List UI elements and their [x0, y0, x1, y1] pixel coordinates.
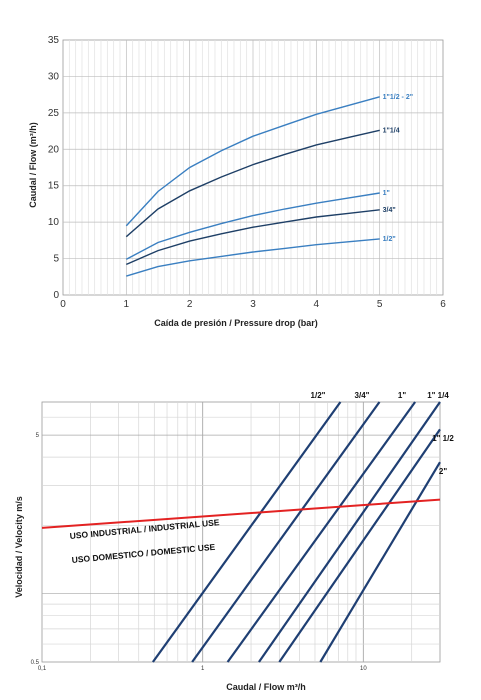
chart2-x-tick-label: 10	[360, 666, 367, 672]
chart1-series-label: 1"1/4	[383, 127, 400, 134]
velocity-flow-chart: 0,1 1 100.55 1/2" 3/4" 1" 1" 1/41" 1/22" USO …	[14, 391, 455, 692]
chart1-y-tick-label: 15	[48, 181, 60, 192]
chart1-series-line	[125, 96, 380, 227]
chart1-y-tick-label: 5	[53, 254, 59, 265]
pressure-drop-chart: 0 1 2 3 4 5 6 0 5 10 15 20 25 30 35 1"1/2 - 2" 1"1/4 1" 3…	[28, 35, 446, 328]
chart1-x-tick-label: 4	[314, 299, 320, 310]
chart2-pipe-size-label: 3/4"	[355, 391, 370, 400]
chart1-series-line	[126, 238, 380, 277]
chart1-series-line	[125, 192, 380, 260]
chart1-x-tick-label: 1	[124, 299, 130, 310]
chart2-pipe-line	[258, 401, 441, 663]
chart1-x-tick-label: 0	[60, 299, 66, 310]
chart1-y-axis-title: Caudal / Flow (m³/h)	[28, 122, 38, 208]
chart1-x-tick-label: 6	[440, 299, 446, 310]
chart1-ticks: 0 1 2 3 4 5 6 0 5 10 15 20 25 30 35	[48, 35, 446, 310]
usage-boundary-line	[41, 498, 441, 529]
chart1-series-label: 1"1/2 - 2"	[383, 94, 413, 101]
chart1-grid	[62, 39, 444, 296]
chart1-y-tick-label: 10	[48, 217, 60, 228]
chart2-y-tick-label: 5	[36, 433, 40, 439]
chart2-pipe-size-label: 2"	[439, 467, 447, 476]
chart2-pipe-line	[191, 401, 381, 663]
chart1-y-tick-label: 35	[48, 35, 60, 46]
chart1-x-tick-label: 2	[187, 299, 193, 310]
chart2-y-tick-label: 0.5	[31, 660, 40, 666]
chart2-pipe-line	[319, 461, 441, 663]
chart1-series-label: 1/2"	[383, 236, 396, 243]
chart2-pipe-line	[278, 428, 441, 663]
chart1-y-tick-label: 0	[53, 290, 59, 301]
chart2-x-tick-label: 0,1	[38, 666, 47, 672]
chart1-series-label: 1"	[383, 190, 390, 197]
chart1-series-label: 3/4"	[383, 207, 396, 214]
chart1-x-axis-title: Caída de presión / Pressure drop (bar)	[154, 318, 318, 328]
chart2-plot-area	[41, 401, 441, 663]
chart2-ticks: 0,1 1 10 0.5 5	[31, 433, 368, 672]
chart2-x-tick-label: 1	[201, 666, 205, 672]
chart2-pipe-size-label: 1"	[398, 391, 406, 400]
chart1-series	[125, 96, 380, 277]
chart2-pipe-size-label: 1" 1/4	[427, 391, 449, 400]
chart2-pipe-line	[152, 401, 342, 663]
chart1-labels: 1"1/2 - 2" 1"1/4 1" 3/4" 1/2"	[383, 94, 413, 243]
chart2-y-axis-title: Velocidad / Velocity m/s	[14, 496, 24, 598]
chart2-pipe-size-label: 1/2"	[311, 391, 326, 400]
chart2-grid	[41, 401, 441, 663]
chart2-pipe-size-label: 1" 1/2	[432, 434, 454, 443]
chart1-y-tick-label: 25	[48, 108, 60, 119]
chart1-series-line	[126, 209, 380, 266]
chart1-x-tick-label: 3	[250, 299, 256, 310]
chart2-top-labels: 1/2" 3/4" 1" 1" 1/4 1" 1/2 2"	[311, 391, 455, 476]
chart1-y-tick-label: 20	[48, 144, 60, 155]
chart1-series-line	[125, 129, 380, 238]
chart1-x-tick-label: 5	[377, 299, 383, 310]
chart2-pipe-line	[226, 401, 417, 663]
chart2-series	[41, 401, 441, 663]
chart1-y-tick-label: 30	[48, 71, 60, 82]
chart2-x-axis-title: Caudal / Flow m³/h	[226, 682, 306, 692]
